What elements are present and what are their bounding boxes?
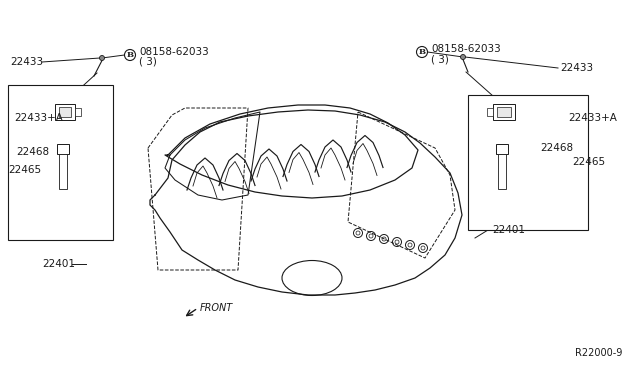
Circle shape xyxy=(99,55,104,61)
Text: ( 3): ( 3) xyxy=(431,54,449,64)
Text: 22468: 22468 xyxy=(540,143,573,153)
Text: B: B xyxy=(419,48,426,56)
Text: 08158-62033: 08158-62033 xyxy=(139,47,209,57)
Text: 08158-62033: 08158-62033 xyxy=(431,44,500,54)
Bar xyxy=(75,108,81,116)
Bar xyxy=(497,107,511,117)
Text: R22000-9: R22000-9 xyxy=(575,348,622,358)
Bar xyxy=(8,85,113,240)
Text: ( 3): ( 3) xyxy=(139,57,157,67)
Text: 22433: 22433 xyxy=(10,57,43,67)
Bar xyxy=(468,95,588,230)
Text: 22465: 22465 xyxy=(572,157,605,167)
Text: 22401: 22401 xyxy=(42,259,75,269)
Bar xyxy=(498,154,506,189)
Bar xyxy=(59,107,71,117)
Bar xyxy=(57,144,69,154)
Text: FRONT: FRONT xyxy=(200,303,233,313)
Text: 22433+A: 22433+A xyxy=(568,113,617,123)
Text: 22433+A: 22433+A xyxy=(14,113,63,123)
Bar xyxy=(493,104,515,120)
Bar xyxy=(59,154,67,189)
Text: 22433: 22433 xyxy=(560,63,593,73)
Bar xyxy=(487,108,493,116)
Text: 22468: 22468 xyxy=(16,147,49,157)
Text: 22465: 22465 xyxy=(8,165,41,175)
Bar xyxy=(496,144,508,154)
Bar xyxy=(55,104,75,120)
Circle shape xyxy=(461,55,465,60)
Text: 22401: 22401 xyxy=(492,225,525,235)
Text: B: B xyxy=(127,51,134,59)
